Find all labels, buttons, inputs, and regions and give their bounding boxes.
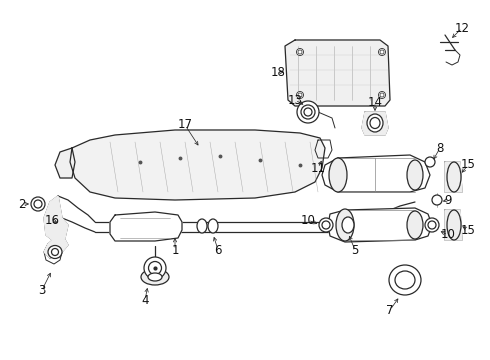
Ellipse shape (428, 221, 436, 229)
Text: 5: 5 (351, 243, 359, 256)
Polygon shape (55, 148, 75, 178)
Ellipse shape (389, 265, 421, 295)
Polygon shape (445, 162, 462, 192)
Text: 13: 13 (288, 94, 302, 107)
Ellipse shape (48, 246, 62, 258)
Text: 11: 11 (311, 162, 325, 175)
Text: 1: 1 (171, 243, 179, 256)
Ellipse shape (141, 269, 169, 285)
Polygon shape (44, 196, 68, 242)
Ellipse shape (31, 197, 45, 211)
Ellipse shape (297, 101, 319, 123)
Ellipse shape (144, 257, 166, 279)
Ellipse shape (380, 93, 384, 97)
Ellipse shape (342, 217, 354, 233)
Ellipse shape (197, 219, 207, 233)
Polygon shape (445, 210, 462, 240)
Ellipse shape (329, 158, 347, 192)
Polygon shape (70, 130, 325, 200)
Ellipse shape (148, 261, 162, 274)
Text: 9: 9 (444, 194, 452, 207)
Polygon shape (328, 208, 432, 242)
Text: 10: 10 (441, 229, 455, 242)
Ellipse shape (447, 210, 461, 240)
Text: 3: 3 (38, 284, 46, 297)
Text: 16: 16 (45, 213, 59, 226)
Ellipse shape (319, 218, 333, 232)
Text: 18: 18 (270, 66, 286, 78)
Text: 12: 12 (455, 22, 469, 35)
Ellipse shape (370, 117, 380, 129)
Ellipse shape (298, 93, 302, 97)
Ellipse shape (380, 50, 384, 54)
Ellipse shape (296, 49, 303, 55)
Text: 10: 10 (300, 213, 316, 226)
Text: 15: 15 (461, 158, 475, 171)
Ellipse shape (148, 273, 162, 281)
Ellipse shape (432, 195, 442, 205)
Ellipse shape (301, 105, 315, 119)
Text: 8: 8 (436, 141, 443, 154)
Text: 17: 17 (177, 118, 193, 131)
Ellipse shape (395, 271, 415, 289)
Ellipse shape (378, 49, 386, 55)
Text: 15: 15 (461, 224, 475, 237)
Polygon shape (322, 155, 430, 192)
Ellipse shape (298, 50, 302, 54)
Ellipse shape (407, 211, 423, 239)
Ellipse shape (336, 209, 354, 241)
Ellipse shape (304, 108, 312, 116)
Ellipse shape (51, 248, 58, 256)
Text: 4: 4 (141, 293, 149, 306)
Text: 7: 7 (386, 303, 394, 316)
Ellipse shape (34, 200, 42, 208)
Ellipse shape (296, 91, 303, 99)
Polygon shape (44, 238, 68, 258)
Ellipse shape (425, 157, 435, 167)
Polygon shape (362, 112, 388, 135)
Polygon shape (110, 212, 182, 241)
Ellipse shape (447, 162, 461, 192)
Ellipse shape (425, 218, 439, 232)
Ellipse shape (378, 91, 386, 99)
Text: 6: 6 (214, 243, 222, 256)
Ellipse shape (322, 221, 330, 229)
Text: 14: 14 (368, 95, 383, 108)
Ellipse shape (407, 160, 423, 190)
Text: 2: 2 (18, 198, 26, 211)
Polygon shape (285, 40, 390, 106)
Ellipse shape (367, 114, 383, 132)
Ellipse shape (208, 219, 218, 233)
